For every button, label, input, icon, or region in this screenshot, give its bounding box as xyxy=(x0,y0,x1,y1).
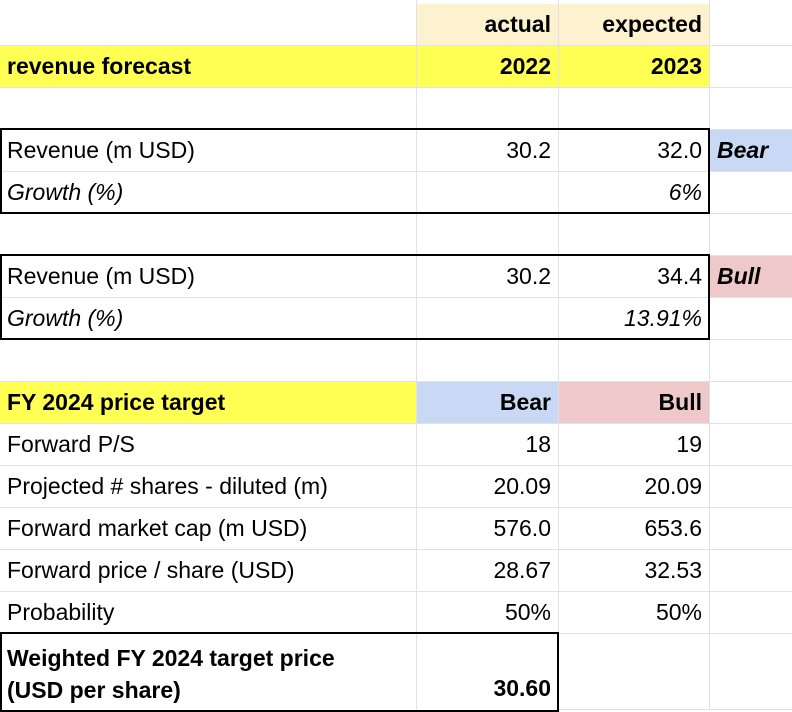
row-label-cell[interactable]: Forward price / share (USD) xyxy=(7,557,295,583)
row-label-cell[interactable]: Forward P/S xyxy=(7,431,135,457)
bear-value-cell[interactable]: 18 xyxy=(525,431,551,457)
bull-revenue-row: Revenue (m USD) 30.2 34.4 Bull xyxy=(0,256,792,297)
forward-ps-row: Forward P/S 18 19 xyxy=(0,424,792,465)
forecast-title-cell[interactable]: revenue forecast xyxy=(0,46,416,87)
gridline xyxy=(0,87,792,88)
bear-value-cell[interactable]: 28.67 xyxy=(493,557,551,583)
bear-revenue-label-cell[interactable]: Revenue (m USD) xyxy=(7,137,195,163)
gridline xyxy=(0,507,792,508)
bull-growth-2023-cell[interactable]: 13.91% xyxy=(623,305,702,331)
gridline xyxy=(0,423,792,424)
row-label-cell[interactable]: Probability xyxy=(7,599,115,625)
gridline xyxy=(709,0,710,710)
gridline xyxy=(0,171,792,172)
bull-revenue-2023-cell[interactable]: 34.4 xyxy=(657,263,702,289)
bull-value-cell[interactable]: 50% xyxy=(655,599,702,625)
weighted-target-label-cell[interactable]: Weighted FY 2024 target price (USD per s… xyxy=(0,634,416,710)
bear-tag-cell[interactable]: Bear xyxy=(710,130,792,171)
gridline xyxy=(416,0,417,710)
gridline xyxy=(0,591,792,592)
bear-value-cell[interactable]: 20.09 xyxy=(493,473,551,499)
expected-header-cell[interactable]: expected xyxy=(559,4,709,45)
bear-value-cell[interactable]: 576.0 xyxy=(493,515,551,541)
bull-value-cell[interactable]: 19 xyxy=(676,431,702,457)
gridline xyxy=(558,0,559,710)
weighted-label-line-2: (USD per share) xyxy=(7,677,181,703)
header-row: actual expected xyxy=(0,4,792,45)
gridline xyxy=(0,213,792,214)
bull-value-cell[interactable]: 653.6 xyxy=(644,515,702,541)
gridline xyxy=(0,381,792,382)
weighted-target-row: Weighted FY 2024 target price (USD per s… xyxy=(0,634,792,710)
year-actual-cell[interactable]: 2022 xyxy=(417,46,558,87)
gridline xyxy=(0,465,792,466)
bear-revenue-2022-cell[interactable]: 30.2 xyxy=(506,137,551,163)
forward-price-row: Forward price / share (USD) 28.67 32.53 xyxy=(0,550,792,591)
weighted-target-value-cell[interactable]: 30.60 xyxy=(417,634,558,710)
bull-growth-label-cell[interactable]: Growth (%) xyxy=(7,305,124,331)
year-expected-cell[interactable]: 2023 xyxy=(559,46,709,87)
gridline xyxy=(0,339,792,340)
actual-header-cell[interactable]: actual xyxy=(417,4,558,45)
gridline xyxy=(0,297,792,298)
probability-row: Probability 50% 50% xyxy=(0,592,792,633)
price-target-title-cell[interactable]: FY 2024 price target xyxy=(0,382,416,423)
bull-tag-cell[interactable]: Bull xyxy=(710,256,792,297)
bear-growth-label-cell[interactable]: Growth (%) xyxy=(7,179,124,205)
price-target-header-row: FY 2024 price target Bear Bull xyxy=(0,382,792,423)
bear-revenue-2023-cell[interactable]: 32.0 xyxy=(657,137,702,163)
bull-revenue-2022-cell[interactable]: 30.2 xyxy=(506,263,551,289)
projected-shares-row: Projected # shares - diluted (m) 20.09 2… xyxy=(0,466,792,507)
bear-revenue-row: Revenue (m USD) 30.2 32.0 Bear xyxy=(0,130,792,171)
price-target-bull-header-cell[interactable]: Bull xyxy=(559,382,709,423)
bear-growth-row: Growth (%) 6% xyxy=(0,172,792,213)
forward-market-cap-row: Forward market cap (m USD) 576.0 653.6 xyxy=(0,508,792,549)
bull-value-cell[interactable]: 32.53 xyxy=(644,557,702,583)
bear-value-cell[interactable]: 50% xyxy=(504,599,551,625)
price-target-bear-header-cell[interactable]: Bear xyxy=(417,382,558,423)
bull-revenue-label-cell[interactable]: Revenue (m USD) xyxy=(7,263,195,289)
bull-value-cell[interactable]: 20.09 xyxy=(644,473,702,499)
bear-growth-2023-cell[interactable]: 6% xyxy=(668,179,702,205)
row-label-cell[interactable]: Forward market cap (m USD) xyxy=(7,515,308,541)
row-label-cell[interactable]: Projected # shares - diluted (m) xyxy=(7,473,328,499)
bull-growth-row: Growth (%) 13.91% xyxy=(0,298,792,339)
forecast-header-row: revenue forecast 2022 2023 xyxy=(0,46,792,87)
gridline xyxy=(0,45,792,46)
gridline xyxy=(0,549,792,550)
weighted-label-line-1: Weighted FY 2024 target price xyxy=(7,645,335,671)
